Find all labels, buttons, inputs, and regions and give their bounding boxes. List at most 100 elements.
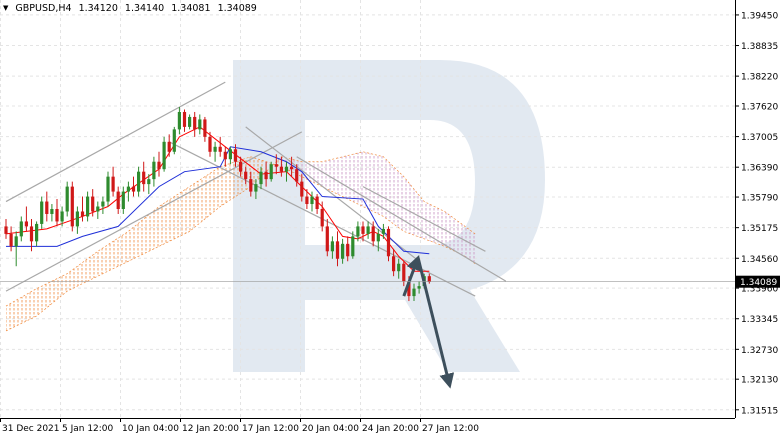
- time-tick-label: 31 Dec 2021: [2, 424, 60, 434]
- current-price-label: 1.34089: [740, 278, 777, 288]
- price-tick-label: 1.31515: [741, 406, 778, 416]
- price-tick-label: 1.36390: [741, 164, 778, 174]
- candle-body: [386, 228, 391, 257]
- candle-body: [14, 236, 18, 247]
- candle-body: [29, 226, 34, 242]
- trend-channel-line: [5, 81, 226, 203]
- time-tick-label: 17 Jan 12:00: [242, 424, 299, 434]
- senkou-span-a-line: [5, 156, 476, 307]
- price-tick-label: 1.38220: [741, 73, 778, 83]
- candle-body: [167, 141, 171, 152]
- candle-body: [305, 196, 309, 205]
- candle-body: [218, 146, 222, 152]
- open-price: 1.34120: [78, 3, 118, 14]
- candle-body: [35, 223, 39, 242]
- candle-body: [427, 276, 431, 282]
- candle-body: [330, 241, 334, 252]
- low-price: 1.34081: [171, 3, 211, 14]
- candle-body: [259, 171, 263, 185]
- candle-body: [70, 186, 74, 227]
- current-price-tag: [736, 275, 780, 288]
- candle-body: [310, 196, 314, 205]
- candle-body: [320, 209, 324, 227]
- candle-body: [126, 186, 130, 192]
- candle-body: [101, 201, 105, 207]
- candle-body: [45, 201, 49, 214]
- candle-body: [325, 226, 329, 252]
- candle-body: [137, 171, 141, 192]
- price-tick-label: 1.37005: [741, 133, 778, 143]
- time-tick-label: 20 Jan 04:00: [302, 424, 359, 434]
- chart-header: ▼ GBPUSD,H4 1.34120 1.34140 1.34081 1.34…: [3, 3, 261, 14]
- candle-body: [371, 226, 375, 242]
- candle-body: [162, 141, 166, 170]
- price-tick-label: 1.37620: [741, 102, 778, 112]
- candle-body: [290, 166, 294, 170]
- price-tick-label: 1.35790: [741, 194, 778, 204]
- r-logo-watermark: [233, 60, 545, 372]
- candle-body: [381, 228, 385, 234]
- candle-body: [111, 176, 115, 192]
- price-tick-label: 1.38835: [741, 42, 778, 52]
- forecast-arrow: [402, 254, 421, 297]
- candle-body: [295, 169, 299, 182]
- trend-channel-line: [245, 126, 420, 262]
- candle-body: [40, 201, 44, 224]
- candle-body: [341, 243, 345, 259]
- candle-body: [65, 186, 69, 212]
- forecast-arrow: [416, 257, 455, 389]
- senkou-span-b-line: [5, 151, 476, 332]
- candle-body: [147, 179, 151, 185]
- candle-body: [335, 241, 340, 259]
- candle-body: [244, 171, 248, 180]
- candle-body: [300, 181, 304, 197]
- price-tick-label: 1.39450: [741, 11, 778, 21]
- close-price: 1.34089: [217, 3, 257, 14]
- candle-body: [392, 256, 396, 272]
- triangle-down-icon[interactable]: ▼: [3, 4, 9, 12]
- candle-body: [131, 186, 136, 192]
- candle-body: [361, 226, 365, 234]
- candle-body: [233, 149, 238, 162]
- candle-body: [203, 119, 207, 137]
- candle-body: [193, 116, 197, 130]
- candle-body: [55, 209, 59, 222]
- candle-body: [279, 166, 283, 172]
- candle-body: [223, 151, 227, 160]
- price-tick-label: 1.33960: [741, 285, 778, 295]
- candle-body: [366, 226, 370, 234]
- candle-body: [315, 196, 319, 209]
- candle-body: [188, 116, 192, 127]
- candle-body: [351, 236, 355, 257]
- candle-body: [60, 211, 64, 222]
- candle-body: [284, 166, 289, 172]
- candle-body: [86, 196, 90, 217]
- candle-body: [264, 171, 268, 180]
- candle-body: [157, 161, 161, 170]
- trend-channel-line: [296, 156, 507, 282]
- candle-body: [4, 226, 8, 234]
- candle-body: [24, 221, 28, 227]
- time-tick-label: 24 Jan 20:00: [362, 424, 419, 434]
- candle-body: [152, 161, 156, 180]
- candle-body: [80, 211, 85, 217]
- candle-body: [239, 161, 243, 172]
- candle-body: [116, 191, 120, 209]
- candle-body: [397, 263, 401, 272]
- candle-body: [182, 111, 187, 127]
- high-price: 1.34140: [124, 3, 165, 14]
- candle-body: [412, 288, 416, 297]
- time-tick-label: 27 Jan 12:00: [422, 424, 479, 434]
- candle-body: [269, 164, 273, 180]
- candle-body: [50, 209, 54, 214]
- candle-body: [346, 243, 350, 257]
- ichimoku-cloud-bearish: [281, 151, 476, 264]
- candle-body: [177, 111, 181, 130]
- candle-body: [402, 263, 406, 282]
- candle-body: [9, 233, 13, 247]
- tenkan-sen-line: [5, 126, 430, 272]
- candle-body: [106, 176, 110, 202]
- time-tick-label: 5 Jan 12:00: [62, 424, 114, 434]
- candle-body: [19, 221, 23, 237]
